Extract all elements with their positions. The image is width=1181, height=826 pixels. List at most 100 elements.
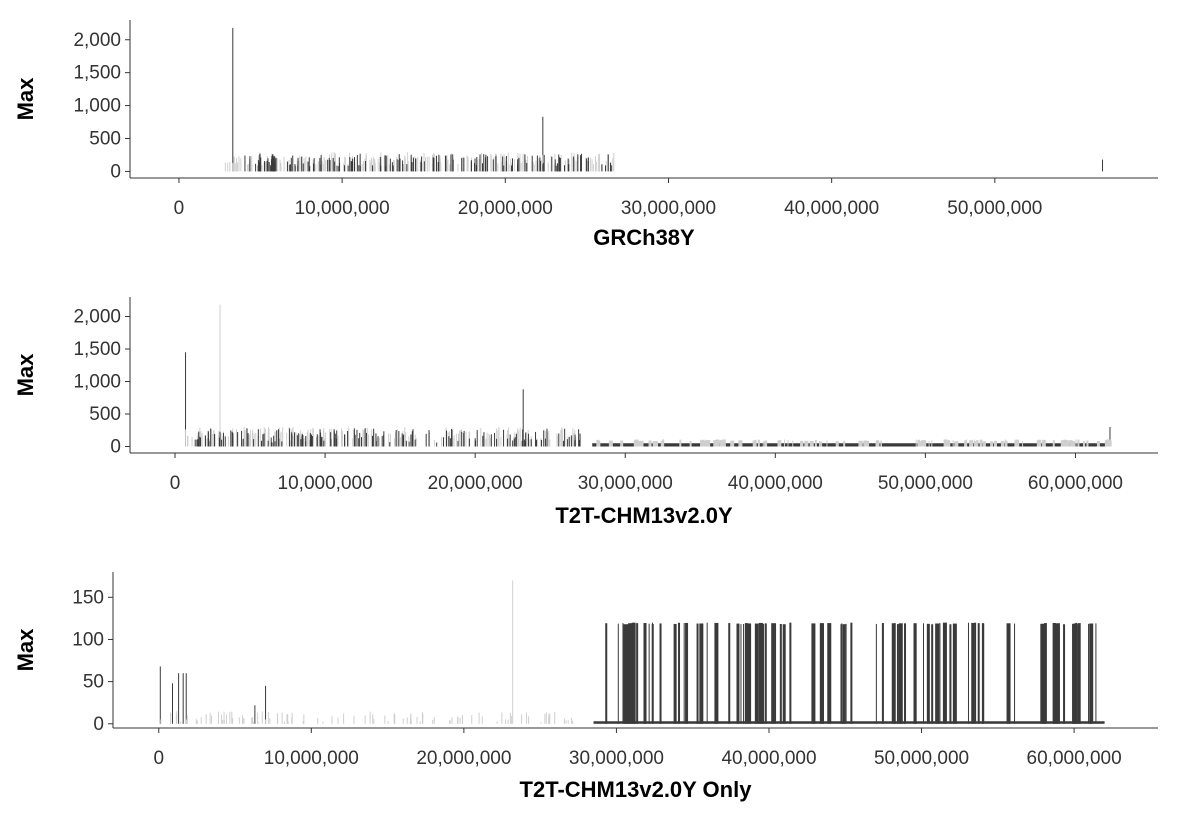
bar — [463, 157, 465, 172]
bar — [973, 439, 975, 447]
bar — [509, 434, 511, 447]
bar — [706, 622, 708, 724]
bar — [954, 441, 959, 447]
bar — [570, 435, 572, 447]
bar — [546, 428, 548, 447]
bar — [507, 152, 509, 172]
bar — [558, 433, 560, 447]
bar — [232, 433, 234, 447]
bar — [1095, 623, 1097, 724]
bar — [364, 428, 366, 447]
x-axis-title: T2T-CHM13v2.0Y Only — [520, 777, 753, 802]
bar — [971, 622, 975, 724]
bar — [246, 164, 248, 172]
bar — [564, 160, 566, 172]
bar — [530, 439, 532, 447]
bar — [792, 440, 794, 447]
bar — [628, 623, 633, 724]
bar — [520, 163, 522, 172]
bar — [913, 623, 917, 724]
bar — [550, 156, 552, 172]
bar — [371, 429, 373, 447]
bar — [643, 623, 647, 724]
bar — [740, 624, 742, 724]
x-tick-label: 10,000,000 — [278, 473, 373, 494]
bar — [184, 429, 186, 447]
bar — [518, 430, 520, 447]
bar — [317, 717, 319, 724]
bar — [915, 439, 917, 447]
bar — [267, 158, 269, 172]
bar — [512, 158, 514, 172]
baseline-band — [593, 721, 1105, 724]
y-tick-label: 0 — [110, 161, 121, 182]
bar — [484, 157, 486, 172]
bar — [544, 438, 546, 447]
bar — [242, 438, 244, 447]
bar — [738, 440, 743, 447]
bar — [503, 154, 505, 172]
bar — [374, 160, 376, 172]
bar — [462, 715, 464, 724]
bar — [949, 624, 952, 724]
panel-3: 0 50 100 150 0 10,000,000 20,000,000 30,000,000… — [13, 572, 1158, 802]
bar — [449, 431, 451, 447]
bar — [495, 156, 497, 172]
bar — [300, 439, 302, 447]
bar — [976, 439, 979, 447]
bar — [571, 152, 573, 172]
bar — [898, 623, 903, 724]
bar — [399, 158, 401, 172]
bar — [850, 622, 853, 724]
bar — [1069, 441, 1074, 447]
bar — [1000, 441, 1004, 447]
bar — [353, 428, 355, 447]
bar — [549, 439, 551, 447]
bar — [490, 153, 492, 172]
bar — [554, 159, 556, 172]
bar — [412, 429, 414, 447]
bar — [400, 437, 402, 447]
bar — [337, 717, 339, 724]
bar — [218, 430, 220, 447]
bar — [845, 623, 847, 724]
bar — [578, 440, 580, 447]
bar — [257, 429, 259, 447]
bar — [458, 430, 460, 447]
bar — [344, 434, 346, 447]
bar — [290, 157, 292, 172]
bar — [764, 623, 767, 724]
bar — [366, 427, 368, 447]
bar — [272, 164, 274, 172]
bar — [470, 162, 472, 172]
x-tick-label: 50,000,000 — [874, 748, 969, 769]
bar — [453, 437, 455, 447]
bar — [344, 434, 346, 447]
bar — [336, 430, 338, 447]
bar — [304, 161, 306, 172]
bar — [220, 433, 222, 447]
bar — [329, 160, 331, 172]
bar — [506, 434, 508, 447]
bar — [395, 432, 397, 447]
bar — [365, 155, 367, 172]
bar — [258, 162, 260, 172]
bar — [288, 427, 290, 447]
bar — [287, 713, 289, 724]
bar — [496, 438, 498, 447]
bar — [560, 154, 562, 172]
bar — [474, 438, 476, 447]
bar — [223, 712, 225, 724]
bar — [636, 441, 641, 447]
bar — [700, 441, 705, 447]
bar — [255, 432, 257, 447]
bar — [319, 429, 321, 447]
bar — [227, 162, 229, 172]
x-tick-label: 50,000,000 — [947, 198, 1042, 219]
bar — [716, 439, 720, 447]
bar — [479, 154, 481, 172]
bar — [811, 623, 816, 724]
bar — [891, 623, 895, 724]
bar — [280, 431, 282, 447]
bar — [964, 440, 968, 447]
